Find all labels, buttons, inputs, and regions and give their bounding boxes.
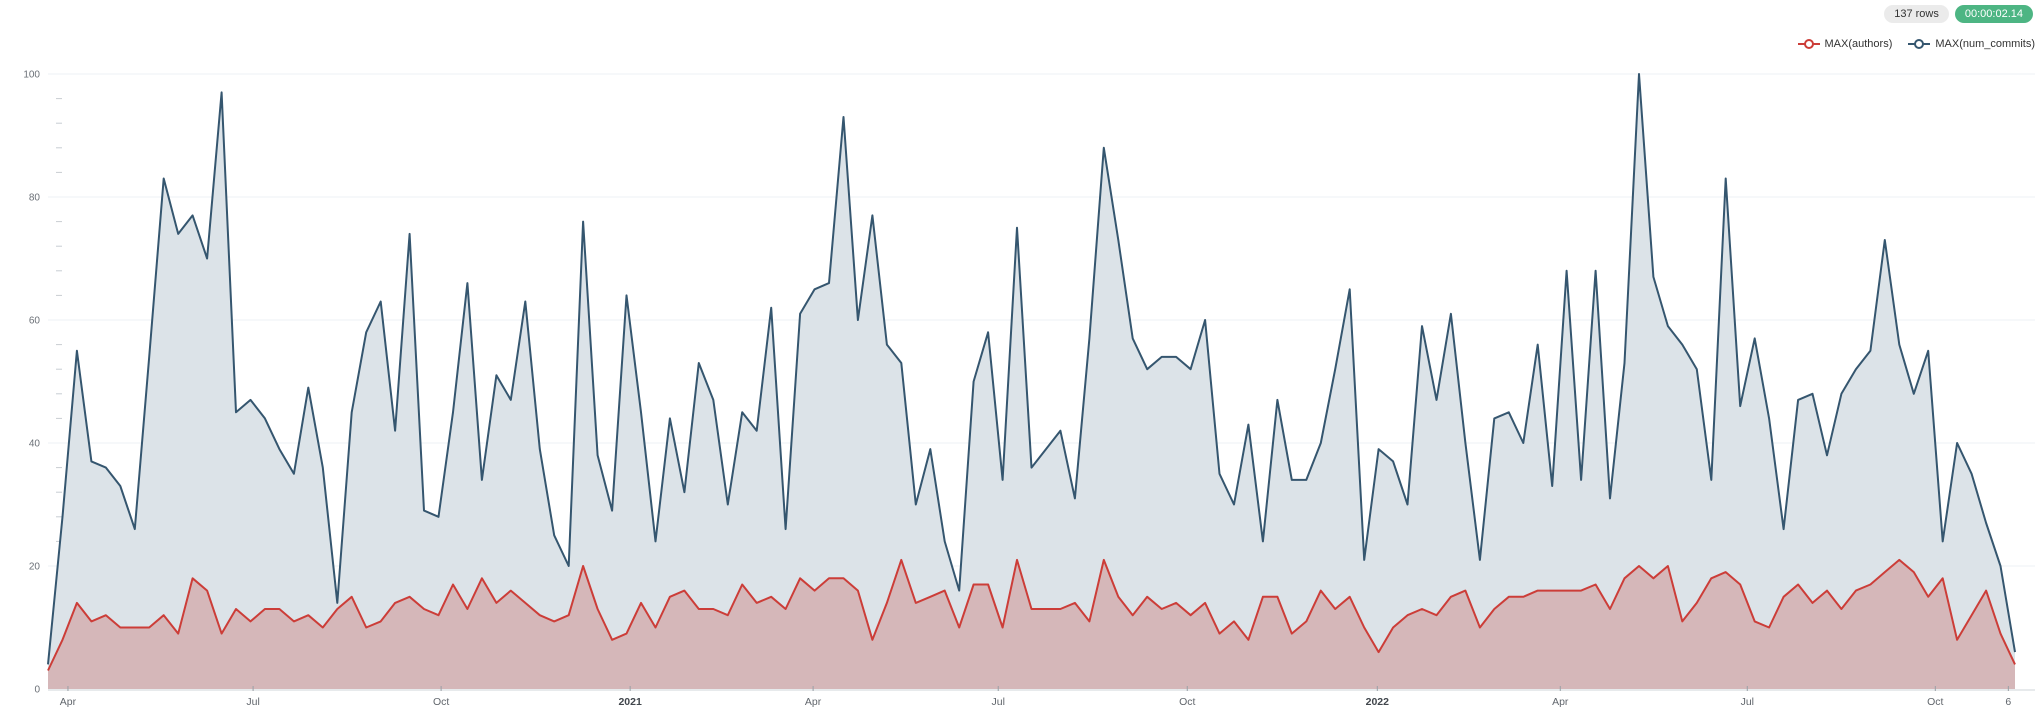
y-axis-label-0: 0 [34,685,40,696]
row-count-badge: 137 rows [1884,5,1949,23]
query-time-badge: 00:00:02.14 [1954,5,2033,23]
x-axis-label-2022-7: 2022 [1366,696,1390,708]
x-axis-label-Apr-8: Apr [1552,696,1569,708]
series-line-max-num-commits-[interactable] [47,73,2016,665]
x-axis-label-Oct-2: Oct [433,696,449,708]
series-area-max-authors- [48,559,2015,689]
legend-item-num-commits[interactable]: MAX(num_commits) [1908,38,2035,50]
x-axis-label-6-11: 6 [2005,696,2011,708]
x-axis-label-Jul-5: Jul [992,696,1005,708]
y-axis-label-100: 100 [23,70,40,81]
x-axis-label-Oct-10: Oct [1927,696,1943,708]
x-axis-label-2021-3: 2021 [618,696,642,708]
x-axis-label-Jul-1: Jul [246,696,259,708]
legend-item-authors[interactable]: MAX(authors) [1797,38,1893,50]
x-axis-label-Apr-4: Apr [805,696,822,708]
series-line-max-authors-[interactable] [47,558,2016,671]
x-axis-label-Jul-9: Jul [1741,696,1754,708]
y-axis-label-40: 40 [29,439,41,450]
x-axis-label-Oct-6: Oct [1179,696,1195,708]
legend-marker-num-commits-icon [1908,39,1931,49]
result-badges: 137 rows 00:00:02.14 [1884,5,2033,23]
x-axis-label-Apr-0: Apr [60,696,77,708]
legend-label-authors: MAX(authors) [1824,38,1893,50]
legend-marker-authors-icon [1797,39,1820,49]
legend-label-num-commits: MAX(num_commits) [1935,38,2035,50]
y-axis-label-20: 20 [29,562,41,573]
chart-legend: MAX(authors) MAX(num_commits) [1797,38,2035,50]
series-area-max-num-commits- [48,74,2015,689]
y-axis-label-60: 60 [29,316,41,327]
y-axis-label-80: 80 [29,193,41,204]
